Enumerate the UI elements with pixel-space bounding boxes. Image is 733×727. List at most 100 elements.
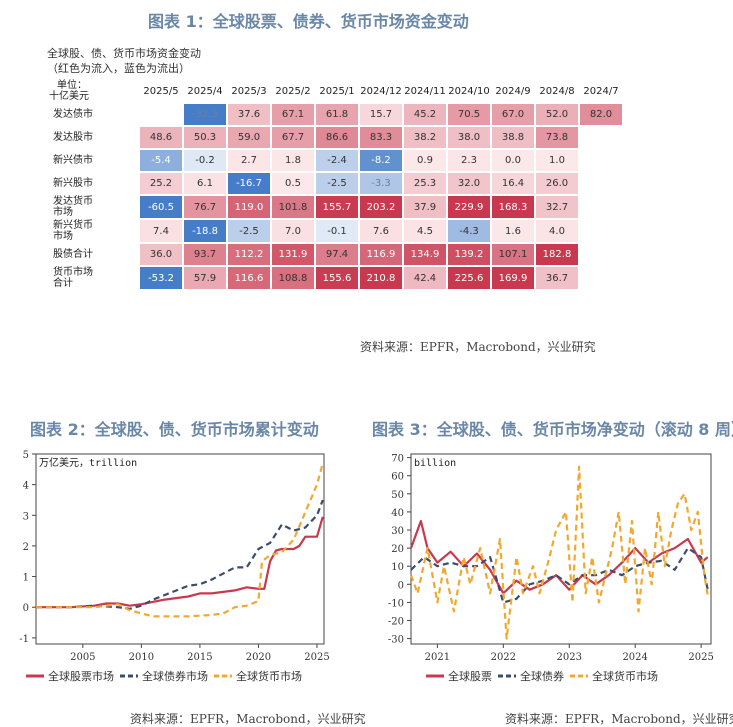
figure2-title: 图表 2：全球股、债、货币市场累计变动	[30, 420, 319, 439]
table-cell	[580, 244, 622, 265]
table-cell: 139.2	[448, 244, 490, 265]
column-header: 2025/3	[231, 85, 267, 97]
table-cell: 32.0	[448, 173, 490, 194]
y-tick-label: 60	[391, 472, 404, 483]
series-line-bond	[36, 499, 324, 610]
y-tick-label: 5	[23, 450, 29, 461]
figure3-source: 资料来源：EPFR，Macrobond，兴业研究	[505, 712, 733, 726]
table-cell: 36.7	[536, 267, 578, 289]
legend-money: 全球货币市场	[570, 668, 658, 684]
table-cell: 0.0	[492, 150, 534, 171]
flows-heatmap-table: 单位： 十亿美元 2025/5 2025/4 2025/3 2025/2 2025/1 2…	[47, 78, 624, 291]
x-tick-label: 2021	[425, 652, 450, 663]
table-cell: 25.3	[404, 173, 446, 194]
table-cell: 108.8	[272, 267, 314, 289]
y-tick-label: 30	[391, 526, 404, 537]
table-cell	[580, 173, 622, 194]
table-cell: 38.8	[492, 127, 534, 148]
column-header: 2025/1	[319, 85, 355, 97]
table-cell: 26.0	[536, 173, 578, 194]
legend-money-market: 全球货币市场	[214, 668, 302, 684]
table-cell: 155.6	[316, 267, 358, 289]
table-cell: 101.8	[272, 196, 314, 218]
legend-label: 全球债券市场	[142, 670, 208, 683]
table-cell: -2.4	[316, 150, 358, 171]
x-tick-label: 2025	[304, 652, 329, 663]
table-cell: 36.0	[140, 244, 182, 265]
table-cell: 116.6	[228, 267, 270, 289]
table-cell: 37.6	[228, 104, 270, 125]
table-cell: 25.2	[140, 173, 182, 194]
table-cell: 134.9	[404, 244, 446, 265]
table-cell: 4.5	[404, 220, 446, 242]
y-tick-label: 0	[398, 580, 404, 591]
table-cell	[580, 127, 622, 148]
table-cell: 169.9	[492, 267, 534, 289]
table-cell: 67.1	[272, 104, 314, 125]
row-label: 新兴股市	[53, 178, 93, 189]
legend-equity-market: 全球股票市场	[26, 668, 114, 684]
plot-frame	[410, 453, 712, 645]
header-row: 单位： 十亿美元 2025/5 2025/4 2025/3 2025/2 2025/1 2…	[49, 80, 622, 102]
y-tick-label: 20	[391, 544, 404, 555]
row-label: 新兴货币 市场	[53, 220, 93, 242]
legend-label: 全球货币市场	[592, 670, 658, 683]
figure1-title: 图表 1：全球股票、债券、货币市场资金变动	[148, 12, 469, 31]
column-header: 2024/10	[448, 85, 490, 97]
table-cell: -4.3	[448, 220, 490, 242]
column-header: 2025/5	[143, 85, 179, 97]
note-line-1: 全球股、债、货币市场资金变动	[47, 47, 201, 60]
y-tick-label: 10	[391, 562, 404, 573]
column-header: 2025/2	[275, 85, 311, 97]
table-cell: 15.7	[360, 104, 402, 125]
table-cell: -0.2	[184, 150, 226, 171]
legend-label: 全球股票	[448, 670, 492, 683]
table-cell: -0.1	[316, 220, 358, 242]
table-cell: 86.6	[316, 127, 358, 148]
y-axis-label: billion	[414, 458, 456, 469]
legend-label: 全球货币市场	[236, 670, 302, 683]
y-tick-label: 0	[23, 603, 29, 614]
table-cell: 50.3	[184, 127, 226, 148]
unit-line-1: 单位：	[57, 80, 87, 91]
table-cell: 1.6	[492, 220, 534, 242]
table-cell: 67.0	[492, 104, 534, 125]
table-cell: 37.9	[404, 196, 446, 218]
table-cell: 38.0	[448, 127, 490, 148]
rolling-net-flows-chart: -30 -20 -10 0 10 20 30 40 50 60 70 2021 2022 2023 2024…	[388, 453, 714, 663]
y-tick-label: 2	[23, 542, 29, 553]
table-cell	[580, 150, 622, 171]
table-cell: -2.5	[316, 173, 358, 194]
table-cell: 73.8	[536, 127, 578, 148]
legend-label: 全球债券	[520, 670, 564, 683]
note-line-2: （红色为流入，蓝色为流出）	[47, 62, 190, 75]
table-cell: 42.4	[404, 267, 446, 289]
row-label: 货币市场 合计	[53, 267, 93, 289]
figure2-source: 资料来源：EPFR，Macrobond，兴业研究	[130, 712, 366, 726]
row-label: 新兴债市	[53, 155, 93, 166]
table-cell: 0.9	[404, 150, 446, 171]
figure1-note: 全球股、债、货币市场资金变动 （红色为流入，蓝色为流出）	[47, 46, 201, 76]
table-cell: 70.5	[448, 104, 490, 125]
column-header: 2024/7	[583, 85, 619, 97]
table-cell: 168.3	[492, 196, 534, 218]
table-cell: 6.1	[184, 173, 226, 194]
table-row: 货币市场 合计 -53.2 57.9 116.6 108.8 155.6 210.8 42.4…	[49, 267, 622, 289]
x-tick-label: 2022	[491, 652, 516, 663]
table-cell: 76.7	[184, 196, 226, 218]
figure3-legend: 全球股票 全球债券 全球货币市场	[426, 668, 658, 684]
figure2-legend: 全球股票市场 全球债券市场 全球货币市场	[26, 668, 302, 684]
table-cell: -16.7	[228, 173, 270, 194]
table-cell: 1.0	[536, 150, 578, 171]
table-cell: 119.0	[228, 196, 270, 218]
x-tick-label: 2024	[622, 652, 647, 663]
series-line-money	[409, 465, 709, 640]
column-header: 2025/4	[187, 85, 223, 97]
table-cell: 52.0	[536, 104, 578, 125]
y-tick-label: -20	[388, 616, 404, 627]
table-cell: 7.0	[272, 220, 314, 242]
table-cell: -2.5	[228, 220, 270, 242]
table-cell: -5.4	[140, 150, 182, 171]
table-cell: -18.8	[184, 220, 226, 242]
y-tick-label: 70	[391, 454, 404, 465]
